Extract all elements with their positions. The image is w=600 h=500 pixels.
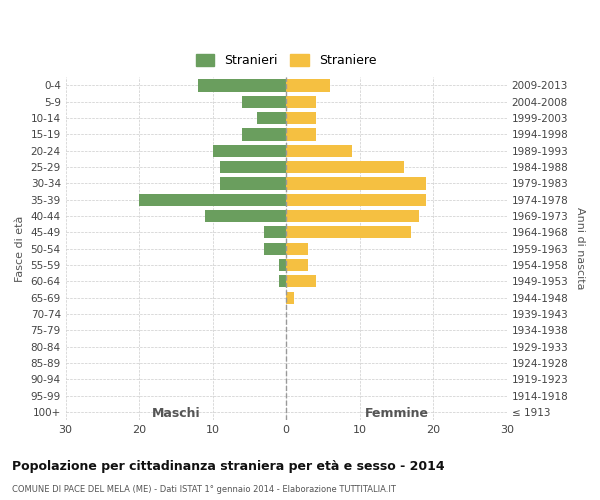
Y-axis label: Fasce di età: Fasce di età (15, 216, 25, 282)
Bar (286, 259, 308, 271)
Bar (286, 178, 426, 190)
Bar (264, 242, 286, 255)
Bar (286, 80, 331, 92)
Bar (257, 112, 286, 124)
Bar (286, 242, 308, 255)
Y-axis label: Anni di nascita: Anni di nascita (575, 208, 585, 290)
Bar (212, 144, 286, 157)
Bar (198, 80, 286, 92)
Bar (286, 292, 293, 304)
Text: Maschi: Maschi (152, 407, 200, 420)
Bar (286, 144, 352, 157)
Bar (279, 259, 286, 271)
Bar (242, 128, 286, 140)
Bar (264, 226, 286, 238)
Text: COMUNE DI PACE DEL MELA (ME) - Dati ISTAT 1° gennaio 2014 - Elaborazione TUTTITA: COMUNE DI PACE DEL MELA (ME) - Dati ISTA… (12, 485, 396, 494)
Bar (286, 275, 316, 287)
Text: Femmine: Femmine (364, 407, 428, 420)
Bar (205, 210, 286, 222)
Bar (220, 178, 286, 190)
Text: Popolazione per cittadinanza straniera per età e sesso - 2014: Popolazione per cittadinanza straniera p… (12, 460, 445, 473)
Bar (286, 128, 316, 140)
Bar (286, 226, 411, 238)
Bar (286, 210, 419, 222)
Bar (242, 96, 286, 108)
Bar (220, 161, 286, 173)
Bar (139, 194, 286, 206)
Legend: Stranieri, Straniere: Stranieri, Straniere (191, 49, 382, 72)
Bar (279, 275, 286, 287)
Bar (286, 194, 426, 206)
Bar (286, 96, 316, 108)
Bar (286, 161, 404, 173)
Bar (286, 112, 316, 124)
